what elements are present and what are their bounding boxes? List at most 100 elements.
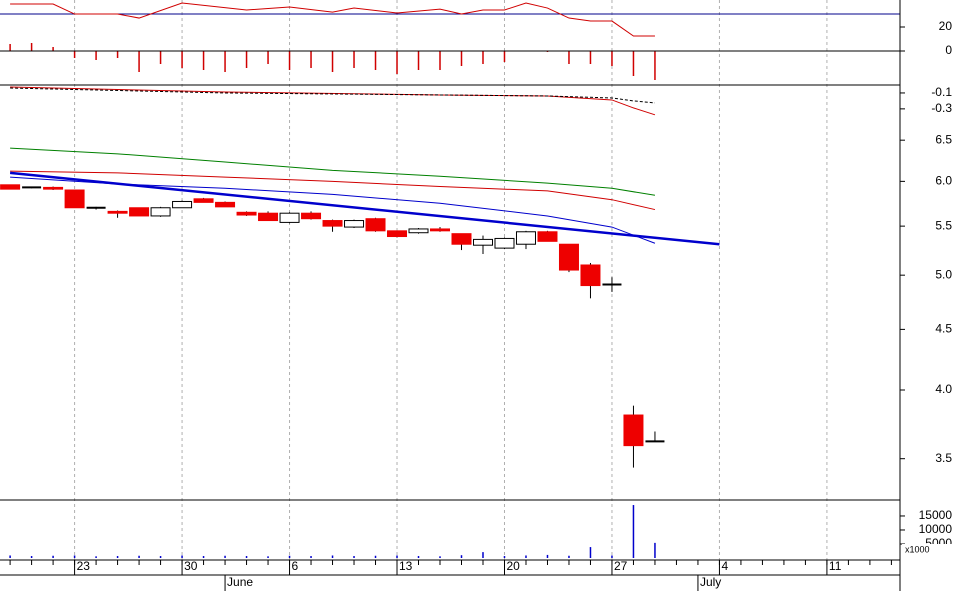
bar <box>245 556 248 558</box>
bar <box>654 542 656 558</box>
bar <box>460 555 463 558</box>
indicator-line <box>10 87 656 104</box>
bar <box>654 51 656 80</box>
bar <box>288 555 291 558</box>
bar <box>202 556 205 558</box>
unit-label-bg <box>902 544 954 556</box>
y-tick-label: 15000 <box>919 508 953 522</box>
month-label: July <box>700 575 721 589</box>
bar <box>417 556 420 558</box>
bar <box>439 51 441 70</box>
candle-body <box>279 212 300 223</box>
y-tick-label: 20 <box>939 19 953 33</box>
bar <box>353 556 355 558</box>
bar <box>568 51 570 64</box>
y-tick-label: 6.0 <box>935 174 952 188</box>
y-tick-label: -0.1 <box>931 85 952 99</box>
bar <box>30 556 33 558</box>
bar <box>503 51 506 62</box>
bar <box>632 51 635 76</box>
x-tick-label: 11 <box>829 559 842 573</box>
candle-body <box>107 210 128 214</box>
bar <box>181 51 183 68</box>
bar <box>267 556 269 558</box>
candle-body <box>365 218 386 232</box>
unit-label: x1000 <box>905 544 930 554</box>
bar <box>245 51 248 68</box>
moving-average <box>10 170 656 211</box>
candle-body <box>430 228 451 232</box>
bar <box>460 51 463 66</box>
x-tick-label: 6 <box>292 559 299 573</box>
candle-body <box>558 243 579 271</box>
x-tick-label: 23 <box>77 559 91 573</box>
bar <box>202 51 205 70</box>
bar <box>52 555 54 558</box>
bar <box>95 51 97 60</box>
candle-body <box>344 220 365 228</box>
bar <box>331 51 334 72</box>
candle-body <box>408 228 429 234</box>
bar <box>353 51 355 68</box>
bar <box>9 44 11 51</box>
candle-body <box>43 186 64 190</box>
candle-body <box>451 233 472 245</box>
y-tick-label: 4.5 <box>935 322 952 336</box>
bar <box>546 554 549 558</box>
bar <box>159 51 162 64</box>
bar <box>417 51 420 70</box>
x-tick-label: 20 <box>506 559 520 573</box>
bar <box>116 556 119 558</box>
moving-average <box>9 171 720 246</box>
bar <box>95 556 97 558</box>
candle-body <box>258 212 279 222</box>
bar <box>482 552 484 558</box>
x-tick-label: 27 <box>614 559 628 573</box>
candle-body <box>301 212 322 220</box>
candle-body <box>472 238 493 246</box>
bar <box>288 51 291 70</box>
moving-average <box>10 147 656 196</box>
candle-body <box>515 231 536 245</box>
bar <box>482 51 484 64</box>
bar <box>331 555 334 558</box>
indicator-line <box>10 2 655 37</box>
bar <box>310 51 312 68</box>
y-tick-label: 10000 <box>919 522 953 536</box>
bar <box>611 555 613 558</box>
candle-body <box>64 189 85 209</box>
x-tick-label: 4 <box>721 559 728 573</box>
bar <box>73 555 76 558</box>
bar <box>503 556 506 558</box>
candle-body <box>236 211 257 216</box>
bar <box>374 555 377 558</box>
y-tick-label: 5.5 <box>935 218 952 232</box>
bar <box>374 51 377 70</box>
candle-body <box>387 230 408 238</box>
candle-body <box>322 220 343 227</box>
y-tick-label: 6.5 <box>935 132 952 146</box>
candle-body <box>129 207 150 217</box>
candle-body <box>172 200 193 209</box>
y-tick-label: 3.5 <box>935 451 952 465</box>
bar <box>396 51 398 74</box>
bar <box>589 547 592 558</box>
candle-body <box>150 207 171 217</box>
candle-body <box>215 201 236 208</box>
bar <box>632 505 635 558</box>
bar <box>138 555 140 558</box>
y-tick-label: 4.0 <box>935 382 952 396</box>
bar <box>224 51 226 72</box>
y-tick-label: 0 <box>945 43 952 57</box>
candle-body <box>0 184 21 190</box>
candle-body <box>537 231 558 242</box>
bar <box>224 555 226 558</box>
bar <box>116 51 119 58</box>
bar <box>568 555 570 558</box>
bar <box>267 51 269 64</box>
bar <box>9 555 11 558</box>
y-tick-label: -0.3 <box>931 101 952 115</box>
bar <box>159 556 162 558</box>
